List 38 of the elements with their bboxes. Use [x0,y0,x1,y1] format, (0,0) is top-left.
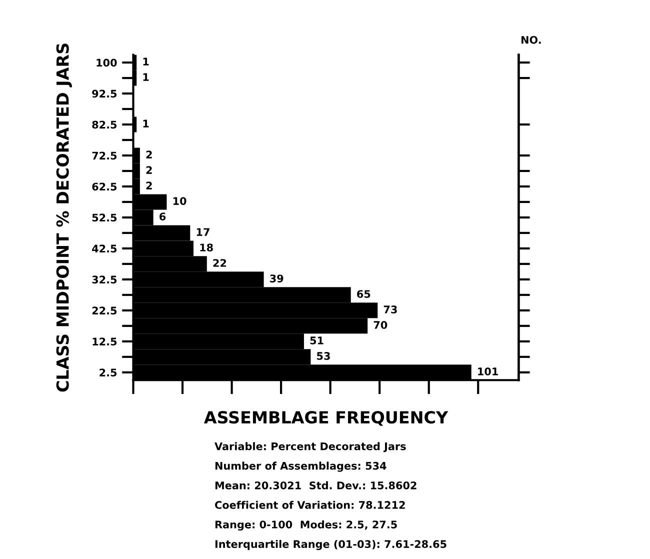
data-label: 2 [146,182,152,190]
y-tick-label: 22.5 [92,306,117,315]
data-label: 18 [200,244,213,252]
y-tick-label: 12.5 [92,338,117,346]
y-tick-label: 52.5 [92,214,117,222]
y-tick-label: 72.5 [92,152,117,160]
data-label: 2 [146,166,152,174]
data-label: 2 [146,150,152,158]
text: Number of Assemblages: 534 [215,462,386,472]
text: Variable: Percent Decorated Jars [214,442,406,452]
data-label: 39 [270,274,284,282]
text: Mean: 20.3021 Std. Dev.: 15.8602 [215,481,416,490]
y-tick-label: 42.5 [92,244,117,253]
data-label: 73 [384,306,397,314]
data-label: 53 [317,352,330,360]
data-label: 1 [143,73,149,81]
y-tick-label: 100 [96,58,117,67]
data-label: 65 [357,290,370,298]
data-label: 6 [160,212,166,220]
x-axis-title: ASSEMBLAGE FREQUENCY [204,410,448,426]
data-label: 1 [143,58,149,66]
text: Interquartile Range (01-03): 7.61-28.65 [215,540,446,550]
data-label: 70 [374,321,388,329]
y-tick-label: 2.5 [100,368,117,376]
data-label: 10 [173,197,186,205]
y-tick-label: 92.5 [92,90,117,98]
y2-axis-title: NO. [521,36,541,44]
text: Coefficient of Variation: 78.1212 [215,500,405,509]
data-label: 1 [143,120,149,128]
y-axis-title: CLASS MIDPOINT % DECORATED JARS [56,44,72,392]
data-label: 17 [196,228,210,236]
y-tick-label: 62.5 [92,182,117,191]
data-label: 51 [310,336,324,344]
data-label: 22 [213,259,226,267]
y-tick-label: 32.5 [92,276,117,284]
data-label: 101 [478,368,498,376]
text: Range: 0-100 Modes: 2.5, 27.5 [215,520,397,531]
y-tick-label: 82.5 [92,120,117,129]
